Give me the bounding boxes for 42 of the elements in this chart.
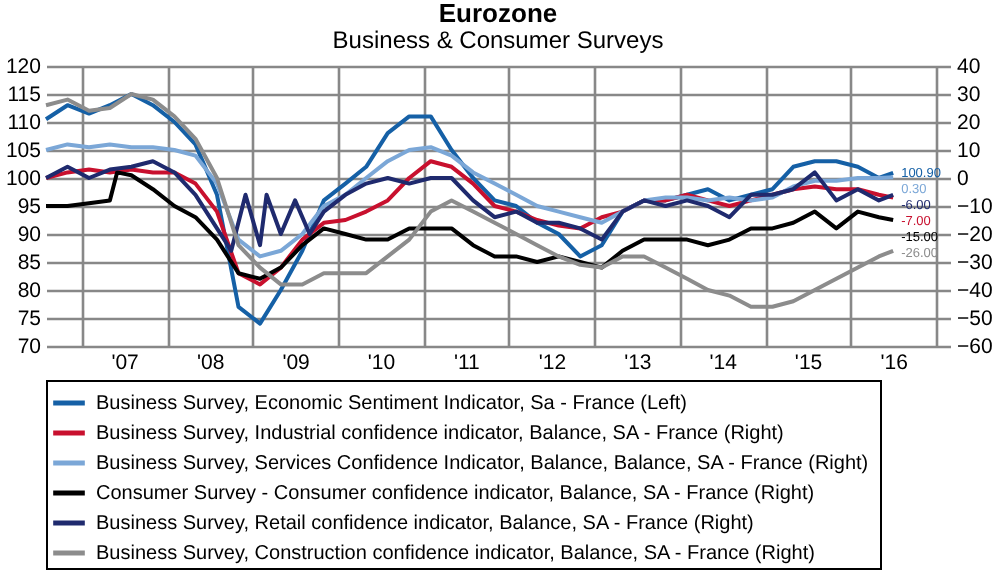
legend-label: Business Survey, Construction confidence indicator, Balance, SA - France (Right) bbox=[96, 543, 815, 565]
y-tick-label: 105 bbox=[5, 139, 42, 163]
chart-subtitle: Business & Consumer Surveys bbox=[332, 26, 664, 54]
legend-label: Consumer Survey - Consumer confidence indicator, Balance, SA - France (Right) bbox=[96, 483, 815, 505]
y-tick-label: 100 bbox=[5, 167, 42, 191]
x-tick-label: '16 bbox=[880, 351, 909, 375]
x-tick-label: '10 bbox=[367, 351, 396, 375]
x-tick-label: '07 bbox=[111, 351, 140, 375]
y2-tick-label: 0 bbox=[957, 167, 969, 191]
x-tick-label: '15 bbox=[794, 351, 823, 375]
chart-title: Eurozone bbox=[438, 0, 558, 28]
y2-tick-label: −60 bbox=[957, 335, 993, 359]
y-tick-label: 75 bbox=[17, 307, 42, 331]
y-tick-label: 85 bbox=[17, 251, 42, 275]
line-series bbox=[44, 142, 896, 259]
y-tick-label: 115 bbox=[7, 83, 42, 107]
y-tick-label: 95 bbox=[17, 195, 42, 219]
y2-tick-label: 30 bbox=[957, 83, 981, 107]
y2-tick-label: 40 bbox=[957, 55, 981, 79]
y-tick-label: 80 bbox=[17, 279, 42, 303]
y2-tick-label: 10 bbox=[957, 139, 981, 163]
y2-tick-label: −40 bbox=[957, 279, 993, 303]
x-tick-label: '09 bbox=[282, 351, 311, 375]
y2-tick-label: −20 bbox=[957, 223, 993, 247]
y2-tick-label: −50 bbox=[957, 307, 993, 331]
line-series bbox=[44, 159, 896, 253]
x-tick-label: '14 bbox=[709, 351, 738, 375]
x-tick-label: '12 bbox=[538, 351, 567, 375]
y-tick-label: 70 bbox=[17, 335, 42, 359]
x-tick-label: '13 bbox=[624, 351, 652, 375]
legend-label: Business Survey, Industrial confidence indicator, Balance, SA - France (Right) bbox=[96, 423, 784, 445]
legend-label: Business Survey, Economic Sentiment Indicator, Sa - France (Left) bbox=[96, 393, 687, 415]
y-tick-label: 120 bbox=[5, 55, 42, 79]
legend-label: Business Survey, Services Confidence Indicator, Balance, Balance, SA - France (Right) bbox=[96, 453, 869, 475]
x-tick-label: '11 bbox=[453, 351, 481, 375]
y2-tick-label: 20 bbox=[957, 111, 981, 135]
x-tick-label: '08 bbox=[197, 351, 225, 375]
y2-tick-label: −30 bbox=[957, 251, 993, 275]
y-tick-label: 90 bbox=[17, 223, 42, 247]
y-tick-label: 110 bbox=[7, 111, 42, 135]
legend-label: Business Survey, Retail confidence indicator, Balance, SA - France (Right) bbox=[96, 513, 754, 535]
y2-tick-label: −10 bbox=[957, 195, 993, 219]
